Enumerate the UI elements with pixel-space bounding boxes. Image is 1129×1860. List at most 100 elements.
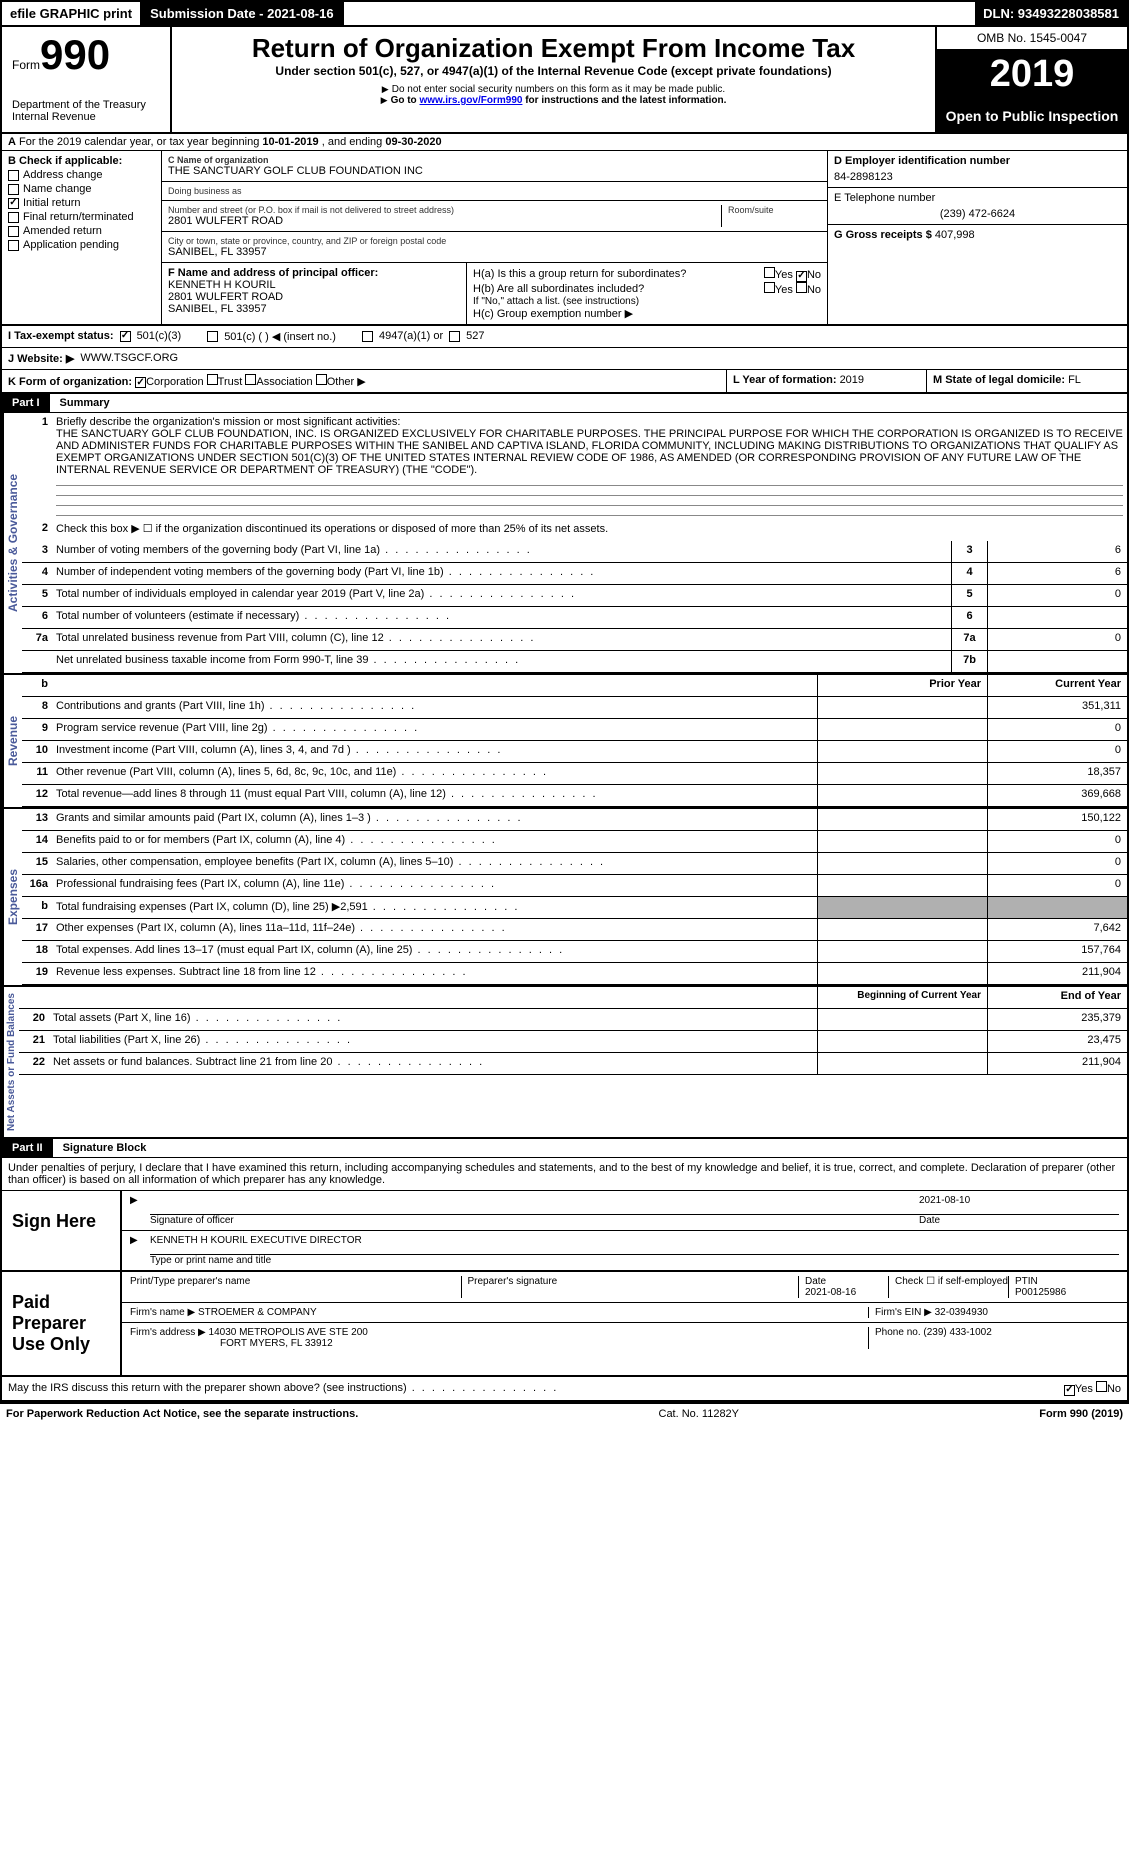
addr-label: Number and street (or P.O. box if mail i… [168, 205, 721, 215]
org-name: THE SANCTUARY GOLF CLUB FOUNDATION INC [168, 165, 821, 177]
officer-signature-line[interactable] [150, 1195, 919, 1215]
row-box: 7a [951, 629, 987, 650]
cb-may-yes[interactable] [1064, 1385, 1075, 1396]
row-box: 3 [951, 541, 987, 562]
firm-ein-value: 32-0394930 [935, 1307, 988, 1318]
hb-label: H(b) Are all subordinates included? [473, 283, 644, 295]
lbl-name-change: Name change [23, 183, 92, 195]
lbl-application-pending: Application pending [23, 239, 119, 251]
officer-name: KENNETH H KOURIL [168, 279, 460, 291]
irs-link[interactable]: www.irs.gov/Form990 [419, 95, 522, 106]
f-label: F Name and address of principal officer: [168, 267, 378, 279]
firm-addr2: FORT MYERS, FL 33912 [220, 1338, 333, 1349]
side-label-rev: Revenue [2, 675, 22, 807]
cb-name-change[interactable] [8, 184, 19, 195]
data-row: 8 Contributions and grants (Part VIII, l… [22, 697, 1127, 719]
cb-association[interactable] [245, 374, 256, 385]
net-blank-desc [49, 987, 817, 1008]
rev-blank-num: b [22, 675, 52, 696]
firm-ein-label: Firm's EIN ▶ [875, 1307, 932, 1318]
row-box: 5 [951, 585, 987, 606]
sig-date-label: Date [919, 1215, 1119, 1226]
opt-501c: 501(c) ( ) ◀ (insert no.) [224, 330, 336, 343]
cb-address-change[interactable] [8, 170, 19, 181]
column-c: C Name of organization THE SANCTUARY GOL… [162, 151, 827, 324]
row-desc: Total unrelated business revenue from Pa… [52, 629, 951, 650]
row-prior [817, 963, 987, 984]
row-prior [817, 941, 987, 962]
row-desc: Total number of individuals employed in … [52, 585, 951, 606]
row-desc: Total number of volunteers (estimate if … [52, 607, 951, 628]
row-prior [817, 1031, 987, 1052]
row-val: 0 [987, 629, 1127, 650]
cb-corporation[interactable] [135, 377, 146, 388]
cb-trust[interactable] [207, 374, 218, 385]
col-prior-year: Prior Year [817, 675, 987, 696]
row-current: 211,904 [987, 1053, 1127, 1074]
row-num: 16a [22, 875, 52, 896]
row-prior [817, 741, 987, 762]
cb-application-pending[interactable] [8, 240, 19, 251]
side-label-net: Net Assets or Fund Balances [2, 987, 19, 1137]
cb-ha-no[interactable] [796, 271, 807, 282]
row-num: 14 [22, 831, 52, 852]
firm-name-value: STROEMER & COMPANY [198, 1307, 317, 1318]
b-label: B Check if applicable: [8, 155, 122, 167]
hb-note: If "No," attach a list. (see instruction… [473, 296, 821, 307]
row-num: 9 [22, 719, 52, 740]
ag-row: 5 Total number of individuals employed i… [22, 585, 1127, 607]
opt-501c3: 501(c)(3) [137, 330, 182, 342]
footer-left: For Paperwork Reduction Act Notice, see … [6, 1408, 358, 1420]
line1-label: Briefly describe the organization's miss… [56, 416, 400, 428]
sig-officer-label: Signature of officer [150, 1215, 919, 1226]
officer-addr1: 2801 WULFERT ROAD [168, 291, 460, 303]
part1-title: Summary [50, 394, 120, 412]
row-j-website: J Website: ▶ WWW.TSGCF.ORG [0, 348, 1129, 370]
l-label: L Year of formation: [733, 374, 840, 386]
row-desc: Total revenue—add lines 8 through 11 (mu… [52, 785, 817, 806]
row-desc: Salaries, other compensation, employee b… [52, 853, 817, 874]
row-num: 6 [22, 607, 52, 628]
row-num: 3 [22, 541, 52, 562]
cb-527[interactable] [449, 331, 460, 342]
cb-501c[interactable] [207, 331, 218, 342]
cb-hb-no[interactable] [796, 282, 807, 293]
cb-hb-yes[interactable] [764, 282, 775, 293]
form-word: Form [12, 58, 40, 72]
part2-title: Signature Block [53, 1139, 157, 1157]
c-name-label: C Name of organization [168, 155, 269, 165]
cb-initial-return[interactable] [8, 198, 19, 209]
cb-501c3[interactable] [120, 331, 131, 342]
cb-final-return[interactable] [8, 212, 19, 223]
ssn-warning: Do not enter social security numbers on … [392, 84, 725, 95]
cb-may-no[interactable] [1096, 1381, 1107, 1392]
row-prior [817, 875, 987, 896]
row-desc: Total expenses. Add lines 13–17 (must eq… [52, 941, 817, 962]
cb-4947[interactable] [362, 331, 373, 342]
opt-assoc: Association [256, 376, 312, 388]
cb-other[interactable] [316, 374, 327, 385]
opt-other: Other ▶ [327, 376, 366, 388]
row-desc: Net unrelated business taxable income fr… [52, 651, 951, 672]
row-num: 8 [22, 697, 52, 718]
paid-preparer-label: Paid Preparer Use Only [2, 1272, 122, 1375]
row-prior [817, 719, 987, 740]
omb-number: OMB No. 1545-0047 [937, 27, 1127, 51]
row-desc: Program service revenue (Part VIII, line… [52, 719, 817, 740]
row-num: 5 [22, 585, 52, 606]
row-current [987, 897, 1127, 918]
org-address: 2801 WULFERT ROAD [168, 215, 721, 227]
row-desc: Total fundraising expenses (Part IX, col… [52, 897, 817, 918]
hb-no: No [807, 284, 821, 296]
lbl-final-return: Final return/terminated [23, 211, 134, 223]
sign-here-block: Sign Here ▶ Signature of officer 2021-08… [0, 1191, 1129, 1272]
row-current: 0 [987, 853, 1127, 874]
cb-ha-yes[interactable] [764, 267, 775, 278]
room-label: Room/suite [728, 205, 821, 215]
row-val [987, 607, 1127, 628]
cb-amended-return[interactable] [8, 226, 19, 237]
col-current-year: Current Year [987, 675, 1127, 696]
row-num: 18 [22, 941, 52, 962]
city-label: City or town, state or province, country… [168, 236, 821, 246]
data-row: 20 Total assets (Part X, line 16) 235,37… [19, 1009, 1127, 1031]
